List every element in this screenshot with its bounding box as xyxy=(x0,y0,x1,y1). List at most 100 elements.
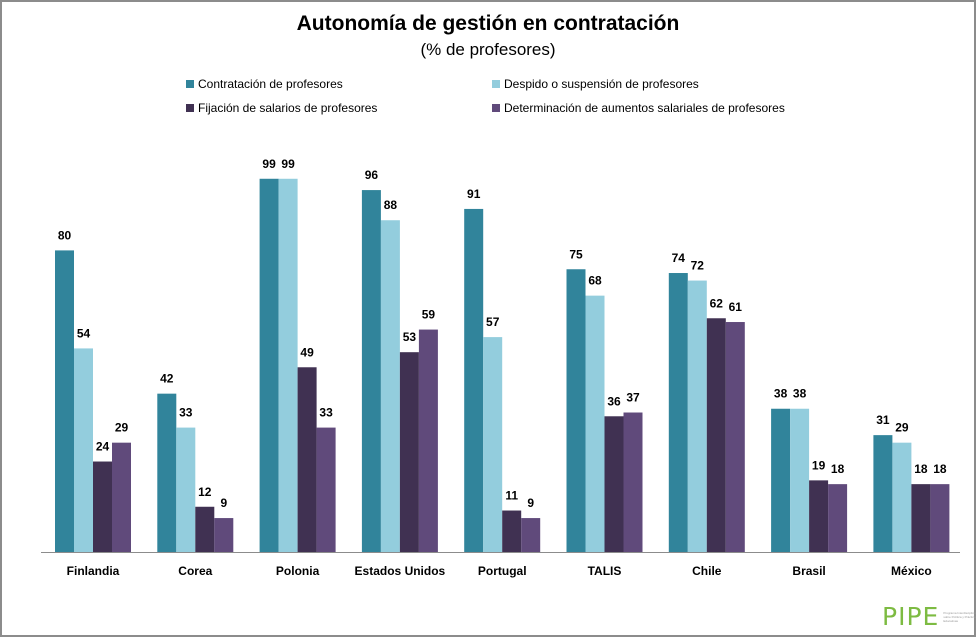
data-label: 96 xyxy=(365,168,379,182)
bar-group-polonia: 99 99 49 33 xyxy=(259,157,336,552)
data-label: 19 xyxy=(812,458,826,472)
bar-mexico-determinacion-de-aumentos-salariales-de-profesores xyxy=(930,484,950,552)
legend-item-aumentos: Determinación de aumentos salariales de … xyxy=(492,101,785,115)
data-label: 24 xyxy=(96,440,110,454)
bar-group-estados-unidos: 96 88 53 59 xyxy=(361,168,438,553)
bar-corea-fijacion-de-salarios-de-profesores xyxy=(195,506,215,552)
data-label: 18 xyxy=(914,462,928,476)
bar-group-chile: 74 72 62 61 xyxy=(668,251,745,552)
data-label: 29 xyxy=(895,421,909,435)
bar-mexico-fijacion-de-salarios-de-profesores xyxy=(911,484,931,552)
bar-estados-unidos-determinacion-de-aumentos-salariales-de-profesores xyxy=(418,329,438,552)
bar-finlandia-despido-o-suspension-de-profesores xyxy=(74,348,93,552)
x-tick-label: Corea xyxy=(178,564,212,578)
data-label: 33 xyxy=(179,406,193,420)
data-label: 42 xyxy=(160,372,174,386)
bar-mexico-despido-o-suspension-de-profesores xyxy=(892,442,912,552)
data-label: 54 xyxy=(77,326,91,340)
logo-text: Programa Interdisciplinario sobre Políti… xyxy=(943,610,976,623)
data-label: 38 xyxy=(793,387,807,401)
bar-portugal-fijacion-de-salarios-de-profesores xyxy=(502,510,522,552)
bar-talis-despido-o-suspension-de-profesores xyxy=(585,295,605,552)
data-label: 99 xyxy=(262,157,276,171)
chart-subtitle: (% de profesores) xyxy=(420,40,556,59)
bar-finlandia-determinacion-de-aumentos-salariales-de-profesores xyxy=(112,442,131,552)
x-tick-label: TALIS xyxy=(588,564,622,578)
legend-swatch xyxy=(186,80,194,88)
legend-item-despido: Despido o suspensión de profesores xyxy=(492,77,699,91)
data-label: 91 xyxy=(467,187,481,201)
data-label: 74 xyxy=(672,251,686,265)
bar-estados-unidos-despido-o-suspension-de-profesores xyxy=(380,220,400,553)
data-label: 80 xyxy=(58,228,72,242)
bar-portugal-determinacion-de-aumentos-salariales-de-profesores xyxy=(521,518,541,552)
bar-chile-despido-o-suspension-de-profesores xyxy=(687,280,707,552)
data-label: 62 xyxy=(710,296,724,310)
bar-group-brasil: 38 38 19 18 xyxy=(771,387,848,552)
bar-group-talis: 75 68 36 37 xyxy=(566,247,643,552)
legend-swatch xyxy=(492,80,500,88)
bar-brasil-determinacion-de-aumentos-salariales-de-profesores xyxy=(828,484,848,552)
data-label: 75 xyxy=(569,247,583,261)
data-label: 33 xyxy=(319,406,333,420)
data-label: 31 xyxy=(876,413,890,427)
bar-mexico-contratacion-de-profesores xyxy=(873,435,893,552)
chart-title: Autonomía de gestión en contratación xyxy=(296,12,680,35)
data-label: 37 xyxy=(626,391,640,405)
data-label: 9 xyxy=(527,496,534,510)
bar-portugal-contratacion-de-profesores xyxy=(464,208,484,552)
data-label: 9 xyxy=(220,496,227,510)
x-tick-label: México xyxy=(891,564,932,578)
bar-talis-determinacion-de-aumentos-salariales-de-profesores xyxy=(623,412,643,552)
bar-corea-despido-o-suspension-de-profesores xyxy=(176,427,196,552)
bar-polonia-fijacion-de-salarios-de-profesores xyxy=(297,367,317,552)
data-label: 36 xyxy=(607,394,621,408)
data-label: 99 xyxy=(281,157,295,171)
data-label: 12 xyxy=(198,485,212,499)
bar-portugal-despido-o-suspension-de-profesores xyxy=(483,337,503,552)
legend-label: Contratación de profesores xyxy=(198,77,343,91)
bar-polonia-determinacion-de-aumentos-salariales-de-profesores xyxy=(316,427,336,552)
legend-item-fijacion: Fijación de salarios de profesores xyxy=(186,101,377,115)
data-label: 18 xyxy=(933,462,947,476)
x-tick-label: Polonia xyxy=(276,564,320,578)
legend-label: Determinación de aumentos salariales de … xyxy=(504,101,785,115)
legend-label: Fijación de salarios de profesores xyxy=(198,101,378,115)
bar-finlandia-fijacion-de-salarios-de-profesores xyxy=(93,461,112,552)
bar-group-corea: 42 33 12 9 xyxy=(157,372,234,552)
data-label: 61 xyxy=(729,300,743,314)
data-label: 11 xyxy=(505,489,518,503)
bar-talis-fijacion-de-salarios-de-profesores xyxy=(604,416,624,552)
bar-brasil-contratacion-de-profesores xyxy=(771,408,791,552)
data-label: 29 xyxy=(115,421,129,435)
x-tick-label: Brasil xyxy=(792,564,825,578)
x-tick-label: Portugal xyxy=(478,564,527,578)
data-label: 57 xyxy=(486,315,500,329)
bar-estados-unidos-fijacion-de-salarios-de-profesores xyxy=(399,352,419,552)
bar-corea-determinacion-de-aumentos-salariales-de-profesores xyxy=(214,518,234,552)
data-label: 68 xyxy=(588,274,602,288)
data-label: 72 xyxy=(691,259,705,273)
bar-polonia-contratacion-de-profesores xyxy=(259,178,279,552)
bar-group-portugal: 91 57 11 9 xyxy=(464,187,541,552)
data-label: 38 xyxy=(774,387,788,401)
bar-brasil-fijacion-de-salarios-de-profesores xyxy=(809,480,829,552)
bar-chile-determinacion-de-aumentos-salariales-de-profesores xyxy=(725,322,745,552)
legend-label: Despido o suspensión de profesores xyxy=(504,77,699,91)
x-tick-label: Chile xyxy=(692,564,722,578)
data-label: 53 xyxy=(403,330,417,344)
legend-swatch xyxy=(492,104,500,112)
pipe-logo: PIPE Programa Interdisciplinario sobre P… xyxy=(882,604,976,629)
logo-mark: PIPE xyxy=(882,602,940,631)
bar-finlandia-contratacion-de-profesores xyxy=(55,250,74,552)
bar-chile-contratacion-de-profesores xyxy=(668,273,688,552)
bar-talis-contratacion-de-profesores xyxy=(566,269,586,552)
bar-corea-contratacion-de-profesores xyxy=(157,393,177,552)
data-label: 18 xyxy=(831,462,845,476)
legend-swatch xyxy=(186,104,194,112)
x-tick-label: Estados Unidos xyxy=(355,564,446,578)
x-tick-label: Finlandia xyxy=(67,564,120,578)
bar-chile-fijacion-de-salarios-de-profesores xyxy=(706,318,726,552)
